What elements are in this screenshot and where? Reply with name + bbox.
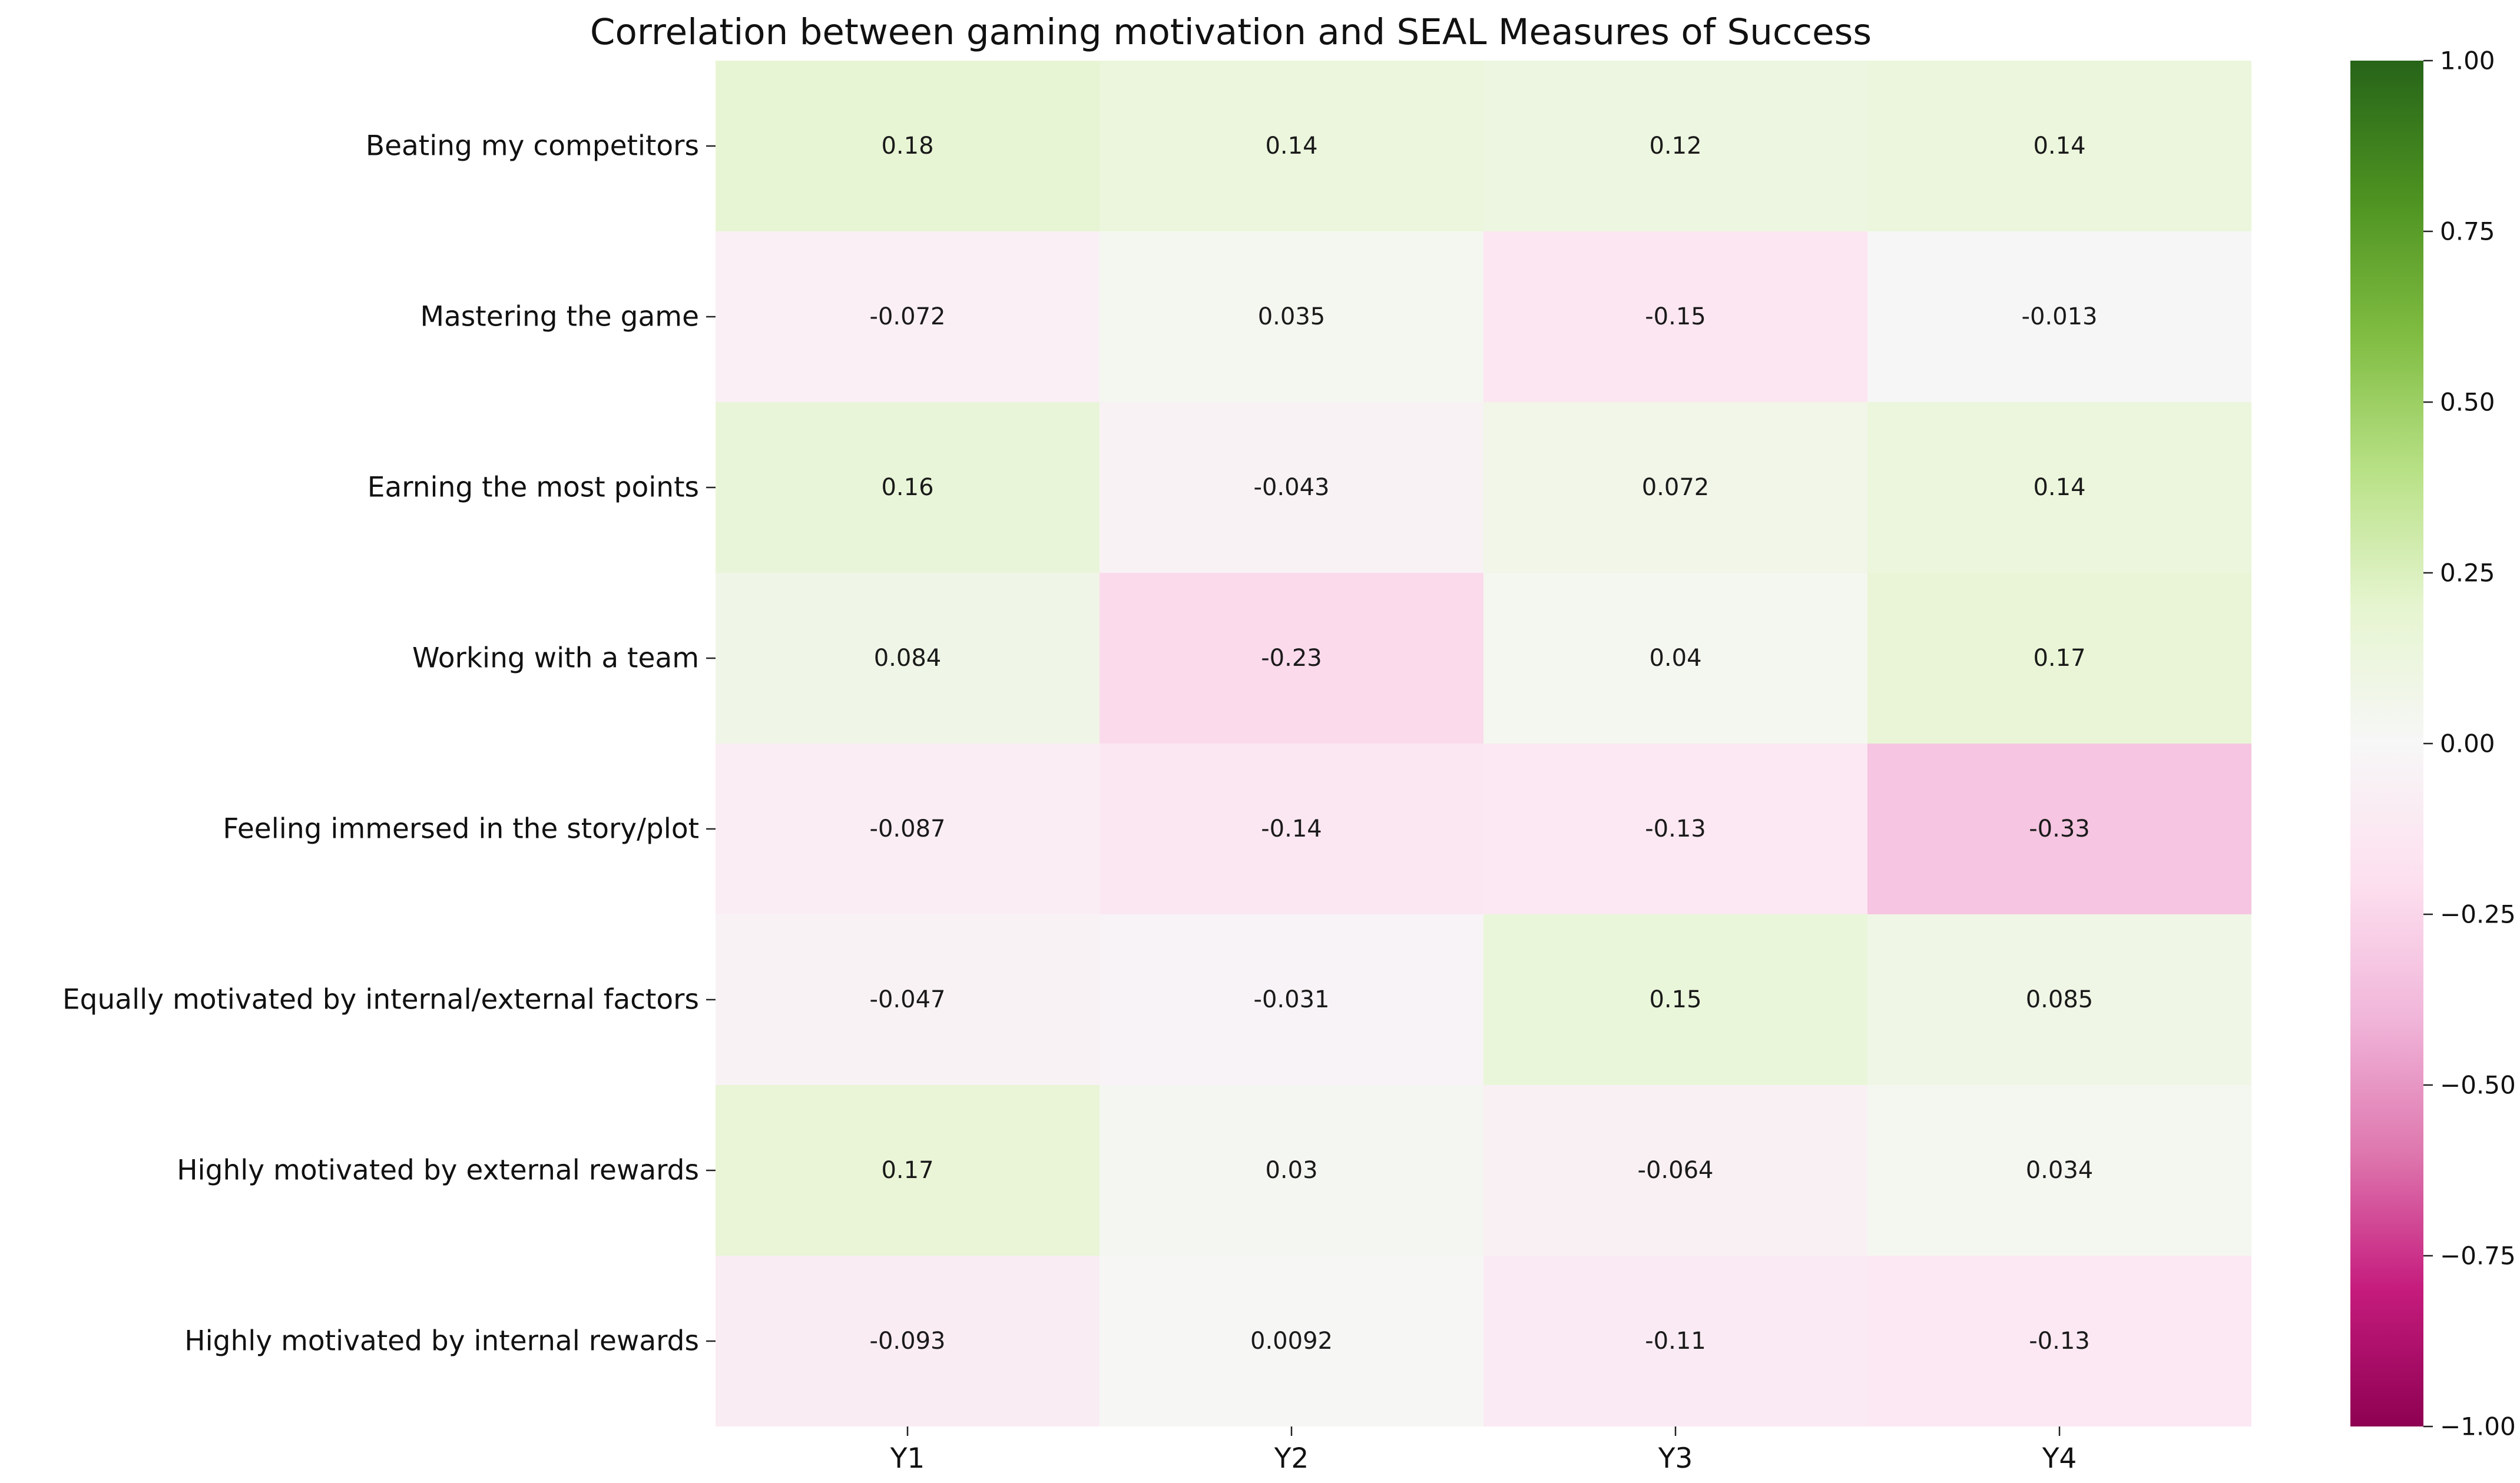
column-label: Y2 bbox=[1274, 1442, 1309, 1475]
cell-value-label: -0.11 bbox=[1645, 1328, 1706, 1355]
heatmap-cell bbox=[1867, 61, 2251, 231]
cell-value-label: 0.17 bbox=[2033, 645, 2085, 672]
cell-value-label: -0.23 bbox=[1261, 645, 1322, 672]
heatmap-cell bbox=[1867, 573, 2251, 744]
row-label: Working with a team bbox=[412, 642, 699, 675]
cell-value-label: 0.14 bbox=[2033, 132, 2085, 160]
cell-value-label: 0.14 bbox=[2033, 474, 2085, 501]
cell-value-label: -0.043 bbox=[1254, 474, 1330, 501]
row-label: Highly motivated by external rewards bbox=[177, 1154, 699, 1187]
cell-value-label: 0.16 bbox=[881, 474, 933, 501]
heatmap-cell bbox=[1483, 1085, 1867, 1256]
cell-value-label: 0.17 bbox=[881, 1157, 933, 1184]
heatmap-cell bbox=[716, 744, 1100, 914]
cell-value-label: -0.047 bbox=[870, 986, 946, 1013]
heatmap-cell bbox=[1483, 231, 1867, 402]
cell-value-label: 0.034 bbox=[2026, 1157, 2094, 1184]
cell-value-label: 0.03 bbox=[1265, 1157, 1317, 1184]
heatmap-cell bbox=[716, 573, 1100, 744]
colorbar-tick-label: 0.00 bbox=[2440, 729, 2495, 758]
chart-title: Correlation between gaming motivation an… bbox=[590, 11, 1872, 53]
column-label: Y3 bbox=[1658, 1442, 1693, 1475]
cell-value-label: -0.064 bbox=[1638, 1157, 1714, 1184]
column-labels: Y1 Y2 Y3 Y4 bbox=[890, 1426, 2077, 1475]
colorbar-tick-label: 0.25 bbox=[2440, 559, 2495, 588]
colorbar-tick-label: 1.00 bbox=[2440, 47, 2495, 75]
cell-value-label: 0.084 bbox=[874, 645, 942, 672]
colorbar-tick-label: −1.00 bbox=[2440, 1412, 2516, 1441]
heatmap-cell bbox=[1483, 61, 1867, 231]
colorbar-tick-label: 0.75 bbox=[2440, 217, 2495, 246]
heatmap-cell bbox=[1100, 231, 1483, 402]
heatmap-cell bbox=[1483, 573, 1867, 744]
heatmap-cell bbox=[1483, 402, 1867, 573]
heatmap-cells: 0.18 0.14 0.12 0.14 -0.072 0.035 -0.15 -0.013 0.… bbox=[716, 61, 2251, 1426]
colorbar-tick-label: −0.25 bbox=[2440, 900, 2516, 929]
colorbar-tick-label: 0.50 bbox=[2440, 388, 2495, 417]
heatmap-cell bbox=[716, 61, 1100, 231]
heatmap-cell bbox=[1867, 231, 2251, 402]
heatmap-cell bbox=[1100, 573, 1483, 744]
heatmap-cell bbox=[1867, 1085, 2251, 1256]
heatmap-cell bbox=[1867, 1256, 2251, 1426]
row-label: Beating my competitors bbox=[366, 130, 699, 162]
cell-value-label: -0.093 bbox=[870, 1328, 946, 1355]
heatmap-cell bbox=[1867, 914, 2251, 1085]
heatmap-cell bbox=[716, 1085, 1100, 1256]
heatmap-cell bbox=[1100, 1085, 1483, 1256]
cell-value-label: 0.18 bbox=[881, 132, 933, 160]
heatmap-cell bbox=[716, 231, 1100, 402]
heatmap-cell bbox=[716, 914, 1100, 1085]
row-label: Highly motivated by internal rewards bbox=[184, 1325, 699, 1358]
colorbar-tick-label: −0.50 bbox=[2440, 1071, 2516, 1100]
heatmap-cell bbox=[1100, 914, 1483, 1085]
cell-value-label: -0.13 bbox=[2029, 1328, 2090, 1355]
cell-value-label: -0.13 bbox=[1645, 815, 1706, 842]
heatmap-cell bbox=[1483, 1256, 1867, 1426]
heatmap-cell bbox=[716, 1256, 1100, 1426]
cell-value-label: -0.031 bbox=[1254, 986, 1330, 1013]
cell-value-label: -0.087 bbox=[870, 815, 946, 842]
heatmap-cell bbox=[1483, 914, 1867, 1085]
column-label: Y1 bbox=[890, 1442, 925, 1475]
cell-value-label: -0.33 bbox=[2029, 815, 2090, 842]
cell-value-label: -0.013 bbox=[2022, 303, 2098, 330]
row-label: Earning the most points bbox=[367, 472, 699, 504]
colorbar: 1.00 0.75 0.50 0.25 0.00 −0.25 −0.50 −0.75 −1.00 bbox=[2350, 47, 2516, 1441]
row-label: Mastering the game bbox=[420, 301, 699, 333]
column-label: Y4 bbox=[2042, 1442, 2077, 1475]
colorbar-tick-label: −0.75 bbox=[2440, 1242, 2516, 1270]
cell-value-label: 0.0092 bbox=[1250, 1328, 1333, 1355]
colorbar-gradient-bar bbox=[2350, 61, 2423, 1426]
cell-value-label: 0.12 bbox=[1649, 132, 1701, 160]
heatmap-cell bbox=[1867, 402, 2251, 573]
cell-value-label: 0.085 bbox=[2026, 986, 2094, 1013]
heatmap-cell bbox=[1100, 402, 1483, 573]
heatmap-cell bbox=[716, 402, 1100, 573]
cell-value-label: 0.15 bbox=[1649, 986, 1701, 1013]
cell-value-label: -0.14 bbox=[1261, 815, 1322, 842]
cell-value-label: -0.072 bbox=[870, 303, 946, 330]
heatmap-cell bbox=[1867, 744, 2251, 914]
cell-value-label: -0.15 bbox=[1645, 303, 1706, 330]
heatmap-cell bbox=[1100, 1256, 1483, 1426]
heatmap-cell bbox=[1483, 744, 1867, 914]
cell-value-label: 0.072 bbox=[1642, 474, 1710, 501]
row-label: Equally motivated by internal/external f… bbox=[62, 984, 699, 1016]
cell-value-label: 0.035 bbox=[1258, 303, 1326, 330]
heatmap-cell bbox=[1100, 744, 1483, 914]
cell-value-label: 0.04 bbox=[1649, 645, 1701, 672]
heatmap-cell bbox=[1100, 61, 1483, 231]
cell-value-label: 0.14 bbox=[1265, 132, 1317, 160]
row-label: Feeling immersed in the story/plot bbox=[223, 813, 699, 845]
row-labels: Beating my competitors Mastering the game… bbox=[62, 130, 716, 1358]
